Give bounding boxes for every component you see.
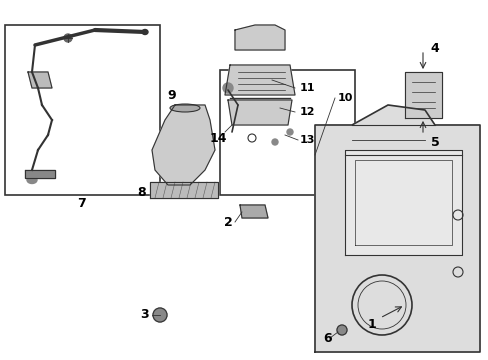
Polygon shape (235, 25, 285, 50)
Text: 4: 4 (430, 41, 439, 54)
Bar (5, 25, 160, 195)
Polygon shape (28, 72, 52, 88)
Text: 14: 14 (209, 131, 226, 144)
Circle shape (286, 129, 292, 135)
Circle shape (336, 325, 346, 335)
Polygon shape (152, 105, 215, 185)
Ellipse shape (27, 176, 37, 184)
Text: 13: 13 (299, 135, 315, 145)
Text: 5: 5 (430, 135, 439, 149)
Circle shape (64, 34, 72, 42)
Polygon shape (224, 65, 294, 95)
Text: 3: 3 (141, 309, 149, 321)
Bar (220, 70, 354, 195)
Text: 7: 7 (78, 197, 86, 210)
Ellipse shape (170, 104, 200, 112)
Text: 6: 6 (323, 332, 332, 345)
Text: 10: 10 (337, 93, 353, 103)
Polygon shape (25, 170, 55, 178)
Polygon shape (314, 105, 479, 352)
Circle shape (153, 308, 167, 322)
Text: 12: 12 (299, 107, 315, 117)
Circle shape (271, 139, 278, 145)
Polygon shape (240, 205, 267, 218)
Text: 8: 8 (138, 185, 146, 198)
Polygon shape (227, 100, 291, 125)
Polygon shape (150, 182, 218, 198)
Text: 1: 1 (367, 319, 376, 332)
Text: 9: 9 (167, 89, 176, 102)
Polygon shape (345, 150, 461, 255)
Text: 11: 11 (299, 83, 315, 93)
Ellipse shape (142, 30, 148, 35)
Text: 2: 2 (223, 216, 232, 229)
Circle shape (223, 83, 232, 93)
Polygon shape (404, 72, 441, 118)
